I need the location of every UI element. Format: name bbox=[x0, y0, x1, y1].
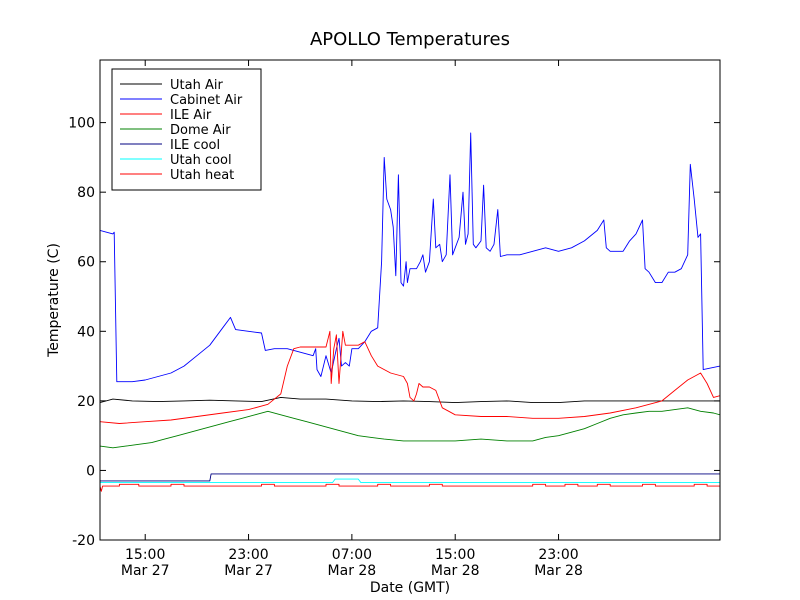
x-axis-label: Date (GMT) bbox=[370, 580, 450, 596]
y-tick-label: 60 bbox=[77, 255, 95, 271]
y-tick-label: 100 bbox=[68, 116, 95, 132]
y-tick-label: -20 bbox=[72, 533, 95, 549]
series-line-ile-cool bbox=[100, 473, 720, 482]
series-line-utah-air bbox=[100, 396, 720, 404]
legend-label: Cabinet Air bbox=[170, 93, 243, 108]
y-tick-label: 0 bbox=[86, 463, 95, 479]
x-tick-label-date: Mar 28 bbox=[328, 563, 377, 579]
chart-title: APOLLO Temperatures bbox=[310, 29, 510, 50]
plot-frame bbox=[99, 59, 721, 541]
x-tick-label-date: Mar 28 bbox=[534, 563, 583, 579]
x-tick-label-date: Mar 27 bbox=[121, 563, 170, 579]
legend-label: Dome Air bbox=[170, 123, 231, 138]
series-line-dome-air bbox=[100, 407, 720, 449]
x-tick-label-time: 15:00 bbox=[435, 547, 475, 563]
x-tick-label-time: 23:00 bbox=[228, 547, 268, 563]
legend-label: Utah heat bbox=[170, 168, 234, 183]
y-axis-label: Temperature (C) bbox=[46, 243, 62, 358]
legend-label: ILE cool bbox=[170, 138, 220, 153]
series-line-cabinet-air bbox=[100, 132, 720, 383]
series-layer bbox=[100, 132, 720, 492]
x-tick-label-date: Mar 28 bbox=[431, 563, 480, 579]
x-tick-label-time: 07:00 bbox=[332, 547, 372, 563]
series-line-utah-heat bbox=[100, 483, 720, 492]
y-tick-label: 20 bbox=[77, 394, 95, 410]
x-tick-label-date: Mar 27 bbox=[224, 563, 273, 579]
legend-label: Utah cool bbox=[170, 153, 232, 168]
series-line-ile-air bbox=[100, 330, 720, 424]
series-line-utah-cool bbox=[100, 478, 720, 484]
y-tick-label: 40 bbox=[77, 324, 95, 340]
x-tick-label-time: 23:00 bbox=[538, 547, 578, 563]
x-tick-label-time: 15:00 bbox=[125, 547, 165, 563]
legend-label: ILE Air bbox=[170, 108, 212, 123]
legend-label: Utah Air bbox=[170, 78, 223, 93]
y-tick-label: 80 bbox=[77, 185, 95, 201]
y-axis-ticks: -20 0 20 40 60 80 100 bbox=[68, 116, 720, 549]
